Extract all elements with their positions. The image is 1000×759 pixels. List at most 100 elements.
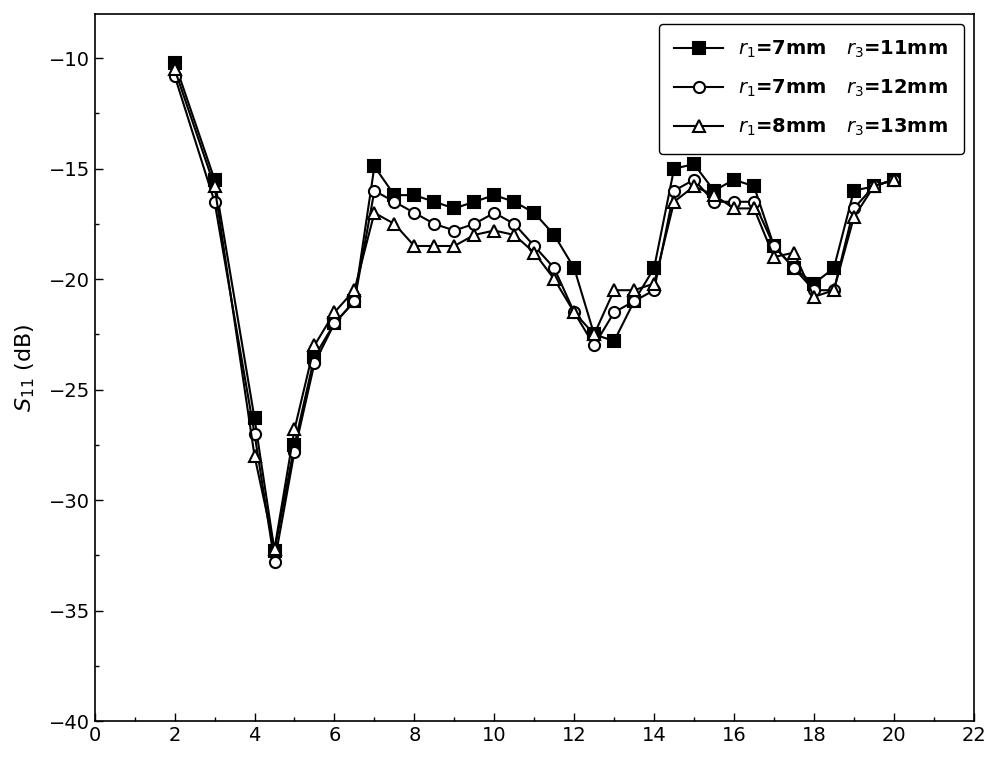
$r_1$=8mm   $r_3$=13mm <box>548 275 560 284</box>
$r_1$=7mm   $r_3$=12mm <box>209 197 221 206</box>
$r_1$=7mm   $r_3$=12mm <box>828 285 840 294</box>
$r_1$=7mm   $r_3$=12mm <box>408 208 420 217</box>
$r_1$=7mm   $r_3$=11mm <box>408 191 420 200</box>
$r_1$=7mm   $r_3$=12mm <box>328 319 340 328</box>
$r_1$=7mm   $r_3$=12mm <box>648 285 660 294</box>
$r_1$=7mm   $r_3$=12mm <box>748 197 760 206</box>
$r_1$=7mm   $r_3$=12mm <box>788 263 800 272</box>
$r_1$=7mm   $r_3$=12mm <box>368 186 380 195</box>
$r_1$=7mm   $r_3$=11mm <box>308 352 320 361</box>
$r_1$=7mm   $r_3$=12mm <box>288 447 300 456</box>
$r_1$=7mm   $r_3$=12mm <box>588 341 600 350</box>
$r_1$=7mm   $r_3$=11mm <box>288 440 300 449</box>
$r_1$=7mm   $r_3$=11mm <box>528 208 540 217</box>
$r_1$=7mm   $r_3$=11mm <box>788 263 800 272</box>
Line: $r_1$=8mm   $r_3$=13mm: $r_1$=8mm $r_3$=13mm <box>169 64 899 554</box>
$r_1$=8mm   $r_3$=13mm <box>348 285 360 294</box>
$r_1$=7mm   $r_3$=12mm <box>249 430 261 439</box>
$r_1$=7mm   $r_3$=11mm <box>668 164 680 173</box>
$r_1$=8mm   $r_3$=13mm <box>288 425 300 434</box>
$r_1$=8mm   $r_3$=13mm <box>448 241 460 250</box>
$r_1$=7mm   $r_3$=11mm <box>488 191 500 200</box>
$r_1$=8mm   $r_3$=13mm <box>428 241 440 250</box>
$r_1$=7mm   $r_3$=11mm <box>269 546 281 556</box>
$r_1$=7mm   $r_3$=11mm <box>468 197 480 206</box>
$r_1$=7mm   $r_3$=12mm <box>388 197 400 206</box>
$r_1$=7mm   $r_3$=12mm <box>688 175 700 184</box>
$r_1$=7mm   $r_3$=11mm <box>508 197 520 206</box>
$r_1$=7mm   $r_3$=12mm <box>848 204 860 213</box>
$r_1$=8mm   $r_3$=13mm <box>808 292 820 301</box>
$r_1$=8mm   $r_3$=13mm <box>668 197 680 206</box>
Y-axis label: $S_{11}$ (dB): $S_{11}$ (dB) <box>14 323 37 412</box>
$r_1$=7mm   $r_3$=12mm <box>169 71 181 80</box>
$r_1$=7mm   $r_3$=11mm <box>568 263 580 272</box>
$r_1$=7mm   $r_3$=11mm <box>388 191 400 200</box>
$r_1$=8mm   $r_3$=13mm <box>608 285 620 294</box>
Line: $r_1$=7mm   $r_3$=11mm: $r_1$=7mm $r_3$=11mm <box>169 57 899 556</box>
$r_1$=8mm   $r_3$=13mm <box>568 307 580 317</box>
$r_1$=7mm   $r_3$=12mm <box>808 285 820 294</box>
$r_1$=8mm   $r_3$=13mm <box>508 231 520 240</box>
$r_1$=7mm   $r_3$=11mm <box>648 263 660 272</box>
$r_1$=7mm   $r_3$=11mm <box>628 297 640 306</box>
$r_1$=7mm   $r_3$=12mm <box>568 307 580 317</box>
$r_1$=8mm   $r_3$=13mm <box>828 285 840 294</box>
$r_1$=7mm   $r_3$=11mm <box>808 279 820 288</box>
$r_1$=7mm   $r_3$=11mm <box>169 58 181 67</box>
$r_1$=7mm   $r_3$=12mm <box>508 219 520 228</box>
$r_1$=7mm   $r_3$=11mm <box>428 197 440 206</box>
$r_1$=7mm   $r_3$=12mm <box>428 219 440 228</box>
$r_1$=8mm   $r_3$=13mm <box>388 219 400 228</box>
$r_1$=7mm   $r_3$=12mm <box>868 181 880 191</box>
$r_1$=7mm   $r_3$=11mm <box>368 162 380 171</box>
$r_1$=8mm   $r_3$=13mm <box>688 181 700 191</box>
$r_1$=8mm   $r_3$=13mm <box>249 452 261 461</box>
$r_1$=7mm   $r_3$=11mm <box>249 414 261 423</box>
$r_1$=8mm   $r_3$=13mm <box>408 241 420 250</box>
$r_1$=7mm   $r_3$=11mm <box>588 330 600 339</box>
$r_1$=8mm   $r_3$=13mm <box>488 226 500 235</box>
$r_1$=7mm   $r_3$=12mm <box>728 197 740 206</box>
$r_1$=8mm   $r_3$=13mm <box>628 285 640 294</box>
$r_1$=7mm   $r_3$=11mm <box>768 241 780 250</box>
$r_1$=8mm   $r_3$=13mm <box>368 208 380 217</box>
$r_1$=7mm   $r_3$=12mm <box>768 241 780 250</box>
$r_1$=8mm   $r_3$=13mm <box>768 253 780 262</box>
$r_1$=8mm   $r_3$=13mm <box>728 204 740 213</box>
$r_1$=7mm   $r_3$=11mm <box>848 186 860 195</box>
$r_1$=8mm   $r_3$=13mm <box>468 231 480 240</box>
$r_1$=8mm   $r_3$=13mm <box>788 248 800 257</box>
$r_1$=7mm   $r_3$=12mm <box>528 241 540 250</box>
Line: $r_1$=7mm   $r_3$=12mm: $r_1$=7mm $r_3$=12mm <box>169 71 899 568</box>
$r_1$=7mm   $r_3$=12mm <box>608 307 620 317</box>
$r_1$=7mm   $r_3$=11mm <box>748 181 760 191</box>
$r_1$=7mm   $r_3$=11mm <box>728 175 740 184</box>
$r_1$=8mm   $r_3$=13mm <box>308 341 320 350</box>
$r_1$=7mm   $r_3$=12mm <box>628 297 640 306</box>
$r_1$=7mm   $r_3$=12mm <box>548 263 560 272</box>
$r_1$=7mm   $r_3$=12mm <box>668 186 680 195</box>
$r_1$=8mm   $r_3$=13mm <box>848 213 860 222</box>
$r_1$=7mm   $r_3$=12mm <box>488 208 500 217</box>
$r_1$=7mm   $r_3$=12mm <box>468 219 480 228</box>
$r_1$=7mm   $r_3$=12mm <box>708 197 720 206</box>
$r_1$=7mm   $r_3$=11mm <box>608 336 620 345</box>
$r_1$=8mm   $r_3$=13mm <box>328 307 340 317</box>
$r_1$=7mm   $r_3$=11mm <box>708 186 720 195</box>
$r_1$=7mm   $r_3$=11mm <box>828 263 840 272</box>
Legend: $r_1$=7mm   $r_3$=11mm, $r_1$=7mm   $r_3$=12mm, $r_1$=8mm   $r_3$=13mm: $r_1$=7mm $r_3$=11mm, $r_1$=7mm $r_3$=12… <box>659 24 964 153</box>
$r_1$=7mm   $r_3$=11mm <box>548 231 560 240</box>
$r_1$=8mm   $r_3$=13mm <box>269 544 281 553</box>
$r_1$=8mm   $r_3$=13mm <box>169 65 181 74</box>
$r_1$=7mm   $r_3$=11mm <box>448 204 460 213</box>
$r_1$=7mm   $r_3$=11mm <box>888 175 900 184</box>
$r_1$=8mm   $r_3$=13mm <box>588 330 600 339</box>
$r_1$=8mm   $r_3$=13mm <box>209 181 221 191</box>
$r_1$=7mm   $r_3$=12mm <box>269 558 281 567</box>
$r_1$=7mm   $r_3$=12mm <box>308 358 320 367</box>
$r_1$=7mm   $r_3$=12mm <box>448 226 460 235</box>
$r_1$=7mm   $r_3$=11mm <box>209 175 221 184</box>
$r_1$=7mm   $r_3$=12mm <box>348 297 360 306</box>
$r_1$=8mm   $r_3$=13mm <box>528 248 540 257</box>
